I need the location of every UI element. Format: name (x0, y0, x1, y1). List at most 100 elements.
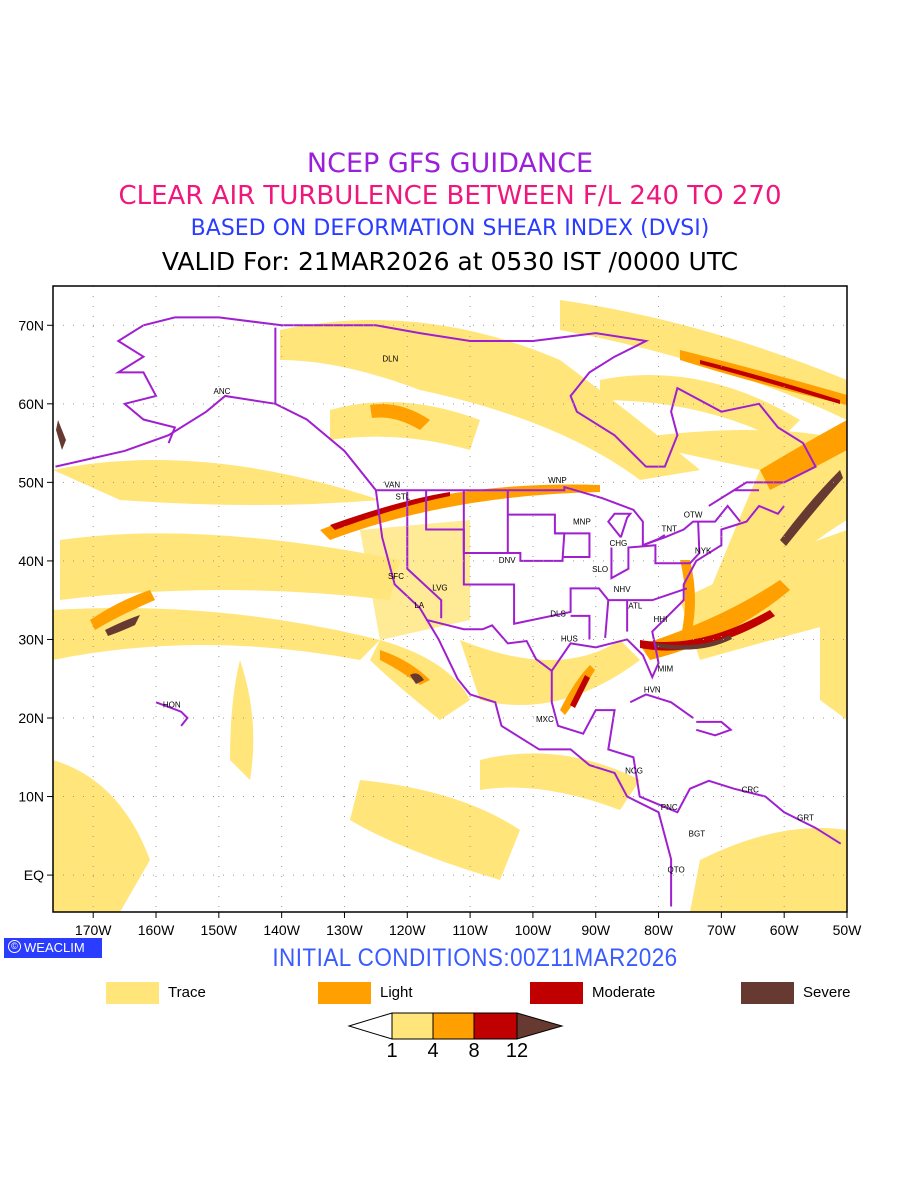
boundary-line (570, 614, 591, 640)
city-label: ANC (214, 387, 231, 396)
colorbar-label: 8 (468, 1040, 479, 1062)
lon-tick-label: 60W (770, 922, 800, 938)
legend-label: Moderate (592, 984, 656, 1001)
lat-tick-label: 70N (18, 317, 44, 333)
boundary-line (506, 490, 566, 562)
city-label: DLN (382, 354, 398, 363)
city-label: BGT (689, 829, 706, 838)
lon-tick-label: 140W (263, 922, 300, 938)
city-label: STL (396, 492, 411, 501)
lon-tick-label: 90W (581, 922, 611, 938)
city-label: MXC (536, 715, 554, 724)
lat-tick-label: 60N (18, 396, 44, 412)
colorbar-severe-arrow (516, 1012, 564, 1040)
boundary-line (462, 490, 688, 625)
legend-swatch (318, 982, 371, 1004)
boundary-line (642, 534, 666, 547)
lon-tick-label: 50W (833, 922, 863, 938)
lon-tick-label: 120W (389, 922, 426, 938)
city-label: GRT (797, 814, 814, 823)
colorbar-trace (391, 1012, 434, 1040)
city-label: HON (163, 701, 181, 710)
city-label: SLO (592, 565, 608, 574)
colorbar-low-arrow (347, 1012, 393, 1040)
city-label: CRC (742, 785, 760, 794)
boundary-line (629, 693, 694, 719)
lat-tick-label: 40N (18, 553, 44, 569)
legend-label: Light (380, 984, 413, 1001)
lon-tick-label: 150W (201, 922, 238, 938)
lon-tick-label: 110W (452, 922, 488, 938)
city-label: SFC (388, 572, 404, 581)
legend-swatch (106, 982, 159, 1004)
valid-time: VALID For: 21MAR2026 at 0530 IST /0000 U… (161, 247, 739, 276)
city-label: ATL (628, 602, 643, 611)
method-label: BASED ON DEFORMATION SHEAR INDEX (DVSI) (190, 216, 710, 241)
city-label: PNC (661, 803, 678, 812)
boundary-line (425, 618, 553, 672)
lon-tick-label: 160W (138, 922, 175, 938)
boundary-line (607, 512, 633, 538)
city-label: NCG (625, 767, 643, 776)
legend-label: Trace (168, 984, 206, 1001)
colorbar-label: 4 (427, 1040, 438, 1062)
lat-tick-label: 30N (18, 631, 44, 647)
chart-subtitle: CLEAR AIR TURBULENCE BETWEEN F/L 240 TO … (118, 181, 782, 211)
lat-tick-label: 10N (18, 789, 44, 805)
city-label: MNP (573, 518, 591, 527)
city-label: HVN (644, 686, 661, 695)
lon-tick-label: 70W (707, 922, 737, 938)
city-label: CHG (609, 539, 627, 548)
boundary-line (610, 521, 701, 580)
coastlines (55, 316, 842, 907)
colorbar-moderate (473, 1012, 518, 1040)
city-label: NHV (614, 585, 632, 594)
map-frame (52, 285, 848, 913)
boundary-line (425, 490, 508, 555)
lon-tick-label: 130W (326, 922, 363, 938)
city-label: HHI (654, 615, 668, 624)
initial-conditions: INITIAL CONDITIONS:00Z11MAR2026 (272, 944, 678, 972)
city-label: VAN (384, 481, 400, 490)
city-label: QTO (668, 866, 685, 875)
latitude-axis: 70N 60N 50N 40N 30N 20N 10N EQ (18, 317, 53, 883)
city-labels: DLN ANC VAN STL WNP MNP OTW TNT CHG NYK DNV SFC SLO L… (163, 354, 814, 874)
lat-tick-label: EQ (24, 867, 44, 883)
chart-title: NCEP GFS GUIDANCE (306, 148, 594, 179)
boundary-line (604, 600, 610, 638)
city-label: LVG (432, 584, 447, 593)
boundary-line (155, 701, 189, 727)
boundary-line (554, 532, 591, 558)
turbulence-fields: DLN ANC VAN STL WNP MNP OTW TNT CHG NYK DNV SFC SLO L… (53, 286, 847, 912)
city-label: DNV (499, 556, 517, 565)
colorbar-label: 12 (506, 1040, 528, 1062)
lon-tick-label: 170W (75, 922, 112, 938)
boundary-line (550, 670, 842, 845)
boundary-line (550, 504, 785, 680)
city-label: WNP (548, 476, 567, 485)
city-label: TNT (661, 525, 677, 534)
lat-tick-label: 20N (18, 710, 44, 726)
boundary-line (406, 491, 443, 619)
colorbar: 1 4 8 12 (347, 1012, 564, 1062)
boundary-line (55, 394, 673, 907)
weaclim-logo: © WEACLIM (4, 938, 102, 958)
lon-tick-label: 80W (644, 922, 674, 938)
city-label: OTW (684, 511, 703, 520)
brand-label: WEACLIM (24, 940, 85, 955)
lon-tick-label: 100W (515, 922, 552, 938)
boundary-line (114, 316, 817, 507)
lat-tick-label: 50N (18, 474, 44, 490)
city-label: LA (414, 601, 424, 610)
legend-label: Severe (803, 984, 851, 1001)
turbulence-map: DLN ANC VAN STL WNP MNP OTW TNT CHG NYK DNV SFC SLO L… (18, 285, 862, 938)
city-label: DLS (550, 610, 566, 619)
colorbar-label: 1 (386, 1040, 397, 1062)
city-label: MIM (658, 665, 674, 674)
boundary-line (695, 720, 733, 737)
longitude-axis: 170W 160W 150W 140W 130W 120W 110W 100W 90W 80W 70… (75, 912, 862, 938)
legend-swatch (741, 982, 794, 1004)
city-label: NYK (695, 547, 712, 556)
colorbar-light (432, 1012, 475, 1040)
city-label: HUS (561, 635, 578, 644)
